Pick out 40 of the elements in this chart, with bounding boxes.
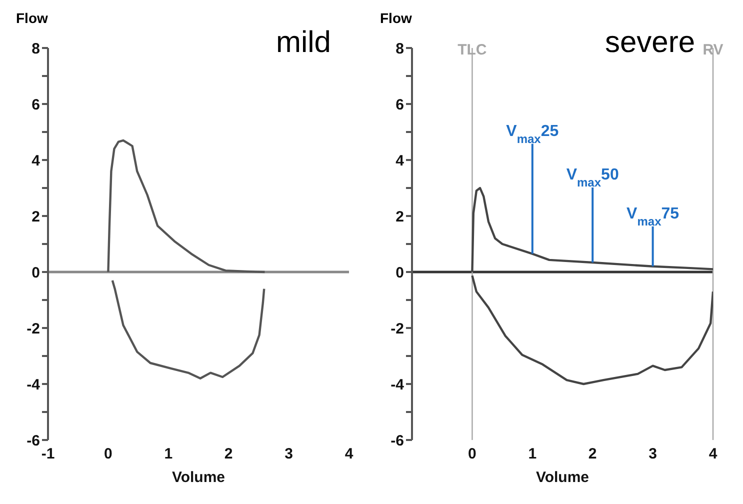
y-tick-label: 2 <box>32 208 40 226</box>
y-tick-label: -2 <box>26 320 40 338</box>
x-axis-title: Volume <box>172 469 226 486</box>
y-tick-label: -4 <box>390 376 405 394</box>
ref-line-label: RV <box>702 42 724 59</box>
x-tick-label: 2 <box>224 446 233 463</box>
ref-line-label: TLC <box>458 42 487 59</box>
y-tick-label: 0 <box>396 264 404 282</box>
annotation: V$_{max}$50 <box>566 166 619 190</box>
line-series <box>107 139 266 274</box>
y-tick-label: -6 <box>390 432 404 450</box>
y-tick-label: 4 <box>32 152 41 170</box>
x-tick-label: 3 <box>648 446 657 463</box>
chart-title: severe <box>604 26 695 60</box>
y-tick-label: -2 <box>390 320 404 338</box>
y-tick-label: 8 <box>396 40 404 58</box>
x-axis-title: Volume <box>536 469 590 486</box>
x-tick-label: 3 <box>284 446 293 463</box>
x-tick-label: -1 <box>41 446 55 463</box>
annotation: V$_{max}$25 <box>506 122 559 146</box>
x-tick-label: 1 <box>164 446 173 463</box>
annotation: V$_{max}$75 <box>626 205 680 228</box>
x-tick-label: 1 <box>528 446 537 463</box>
x-tick-label: 0 <box>468 446 476 463</box>
y-tick-label: 0 <box>32 264 40 282</box>
line-series <box>111 279 266 380</box>
x-tick-label: 4 <box>344 446 354 463</box>
y-tick-label: -6 <box>26 432 40 450</box>
y-tick-label: 2 <box>396 208 404 226</box>
y-tick-label: 6 <box>32 96 40 114</box>
y-tick-label: 4 <box>396 152 405 170</box>
y-axis-title: Flow <box>380 10 412 26</box>
y-axis-title: Flow <box>16 10 48 26</box>
x-tick-label: 2 <box>588 446 597 463</box>
y-tick-label: -4 <box>26 376 41 394</box>
y-tick-label: 6 <box>396 96 404 114</box>
chart-title: mild <box>276 26 331 60</box>
y-tick-label: 8 <box>32 40 40 58</box>
x-tick-label: 0 <box>104 446 112 463</box>
x-tick-label: 4 <box>708 446 718 463</box>
